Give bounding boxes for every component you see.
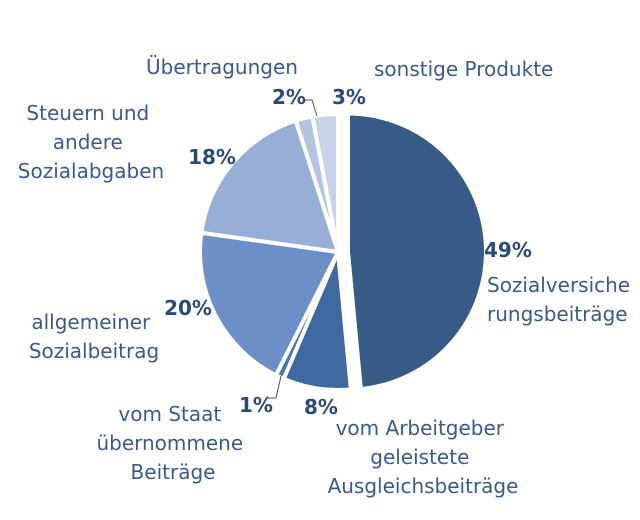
slice-label-steuern-line1: Steuern und	[26, 101, 149, 125]
pct-label-sozialversicherung: 49%	[484, 238, 532, 262]
pie-slice-7	[310, 112, 340, 254]
slice-label-allgemeiner-line1: allgemeiner	[31, 310, 151, 334]
slice-label-uebertragungen: Übertragungen	[146, 55, 298, 79]
slice-label-sonstige: sonstige Produkte	[374, 57, 553, 81]
leader-lines	[268, 99, 318, 399]
slice-label-staat-line3: Beiträge	[131, 460, 216, 484]
slice-label-uebertragungen-line1: Übertragungen	[146, 55, 298, 79]
pct-label-sonstige: 3%	[332, 85, 366, 109]
slice-label-staat-line1: vom Staat	[118, 402, 221, 426]
svg-text:vom Staat übernommene: vom Staat übernommene Beiträge	[96, 402, 249, 484]
slice-label-arbeitgeber-line3: Ausgleichsbeiträge	[328, 474, 519, 498]
pie-slice-1	[345, 111, 488, 391]
slice-label-steuern-line2: andere	[53, 130, 123, 154]
pct-label-uebertragungen: 2%	[272, 85, 306, 109]
pie-slice-4	[198, 230, 340, 378]
slice-label-sozialversicherung-line2: rungsbeiträge	[487, 302, 628, 326]
leader-line-uebertragungen	[304, 99, 318, 117]
slice-label-allgemeiner-line2: Sozialbeitrag	[29, 339, 159, 363]
slice-label-arbeitgeber-line2: geleistete	[370, 445, 469, 469]
pct-label-arbeitgeber: 8%	[304, 395, 338, 419]
slice-label-allgemeiner: allgemeiner Sozialbeitrag	[29, 310, 159, 363]
svg-text:allgemeiner Sozialbeit: allgemeiner Sozialbeitrag	[29, 310, 159, 363]
leader-line-staat	[268, 375, 282, 399]
svg-text:Steuern und andere: Steuern und andere Sozialabgaben	[18, 101, 164, 183]
svg-text:Übertragungen: Übertragungen	[146, 55, 298, 79]
pie-slice-5	[199, 118, 340, 254]
slice-label-arbeitgeber-line1: vom Arbeitgeber	[336, 416, 505, 440]
pct-label-staat: 1%	[239, 393, 273, 417]
slice-label-staat: vom Staat übernommene Beiträge	[96, 402, 249, 484]
svg-text:Sozialversiche rungsbe: Sozialversiche rungsbeiträge	[487, 273, 636, 326]
slice-label-steuern-line3: Sozialabgaben	[18, 159, 164, 183]
pct-label-allgemeiner: 20%	[164, 296, 212, 320]
slice-label-sonstige-line1: sonstige Produkte	[374, 57, 553, 81]
slice-label-staat-line2: übernommene	[96, 431, 243, 455]
slice-label-arbeitgeber: vom Arbeitgeber geleistete Ausgleichsbei…	[328, 416, 519, 498]
slice-label-sozialversicherung: Sozialversiche rungsbeiträge	[487, 273, 636, 326]
pct-label-steuern: 18%	[188, 145, 236, 169]
slice-label-steuern: Steuern und andere Sozialabgaben	[18, 101, 164, 183]
svg-text:vom Arbeitgeber geleis: vom Arbeitgeber geleistete Ausgleichsbei…	[328, 416, 519, 498]
svg-text:sonstige Produkte: sonstige Produkte	[374, 57, 553, 81]
slices-layer	[198, 111, 488, 392]
slice-label-sozialversicherung-line1: Sozialversiche	[487, 273, 630, 297]
